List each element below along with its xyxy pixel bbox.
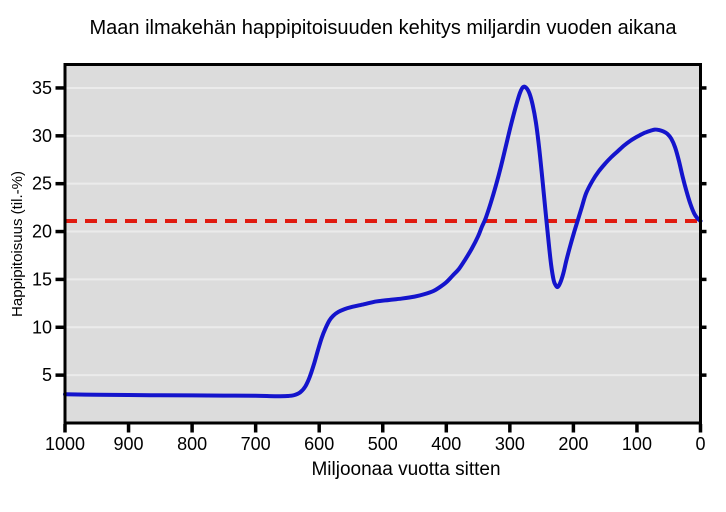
x-tick-label: 300 [495,434,525,454]
x-tick-label: 600 [304,434,334,454]
chart-title: Maan ilmakehän happipitoisuuden kehitys … [89,17,677,39]
x-tick-label: 900 [114,434,144,454]
y-tick-label: 20 [32,222,52,242]
x-tick-label: 500 [368,434,398,454]
x-tick-label: 1000 [45,434,85,454]
data-curve [63,84,703,399]
y-tick-label: 10 [32,317,52,337]
x-tick-label: 200 [558,434,588,454]
x-tick-label: 400 [431,434,461,454]
plot-area [65,64,701,423]
y-tick-label: 15 [32,269,52,289]
y-tick-label: 25 [32,174,52,194]
x-tick-label: 100 [622,434,652,454]
y-tick-label: 30 [32,126,52,146]
x-tick-label: 0 [695,434,705,454]
x-tick-label: 700 [241,434,271,454]
y-tick-label: 35 [32,78,52,98]
plot-frame [63,63,702,425]
x-tick-label: 800 [177,434,207,454]
x-axis-label: Miljoonaa vuotta sitten [311,459,501,480]
y-tick-label: 5 [42,365,52,385]
